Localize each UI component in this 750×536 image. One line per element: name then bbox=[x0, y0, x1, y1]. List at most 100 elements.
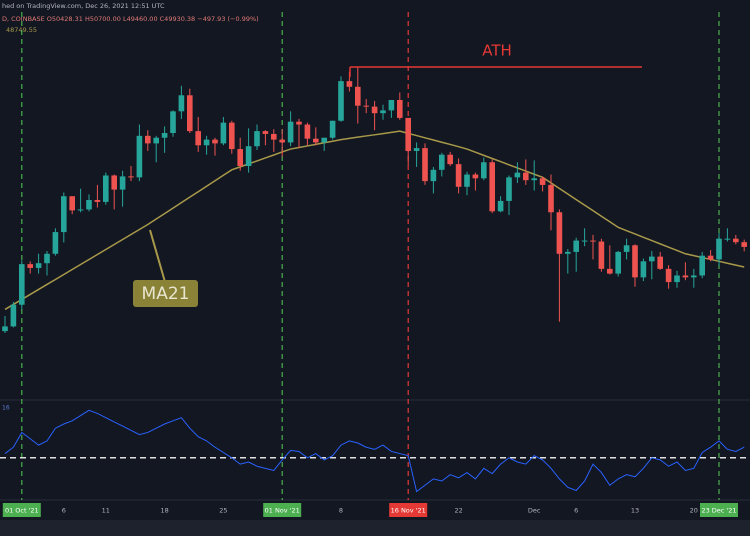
candle-body bbox=[430, 169, 437, 182]
x-tick-label: Dec bbox=[528, 507, 541, 515]
x-tick-label: 11 bbox=[102, 507, 110, 515]
candle-body bbox=[397, 100, 403, 118]
candle-body bbox=[119, 176, 126, 190]
candle-body bbox=[296, 121, 302, 125]
candle-body bbox=[229, 122, 235, 150]
candle-body bbox=[69, 196, 75, 211]
candle-body bbox=[380, 110, 386, 114]
candle-body bbox=[27, 264, 33, 268]
x-tick-label: 6 bbox=[574, 507, 578, 515]
candle-body bbox=[607, 268, 613, 274]
candle-body bbox=[590, 240, 596, 242]
candle-body bbox=[489, 162, 495, 212]
candle-body bbox=[716, 238, 722, 260]
candle-body bbox=[724, 238, 731, 240]
candle-body bbox=[623, 245, 630, 252]
candle-body bbox=[733, 238, 739, 243]
candle-body bbox=[52, 232, 59, 254]
x-tick-label: 18 bbox=[160, 507, 168, 515]
candle-body bbox=[514, 172, 521, 178]
candle-body bbox=[313, 138, 319, 143]
candle-body bbox=[556, 212, 563, 254]
x-tick-label: 8 bbox=[339, 507, 343, 515]
candle-body bbox=[439, 154, 445, 170]
x-tick-label: 20 bbox=[690, 507, 698, 515]
candle-body bbox=[707, 255, 714, 260]
candle-body bbox=[338, 81, 344, 121]
x-label-highlight bbox=[700, 503, 738, 517]
x-tick-label: 13 bbox=[631, 507, 639, 515]
osc-line bbox=[4, 409, 745, 493]
candle-body bbox=[472, 174, 479, 179]
candle-body bbox=[304, 124, 311, 139]
candle-body bbox=[170, 111, 176, 134]
x-tick-label: 23 Dec '21 bbox=[701, 507, 736, 515]
candle-body bbox=[565, 251, 571, 254]
candle-body bbox=[128, 176, 134, 178]
candle-body bbox=[674, 275, 680, 283]
candle-body bbox=[86, 200, 92, 210]
candle-body bbox=[161, 133, 168, 138]
ohlc-legend: D, COINBASE O50428.31 H50700.00 L49460.0… bbox=[2, 15, 259, 23]
header: hed on TradingView.com, Dec 26, 2021 12:… bbox=[2, 2, 165, 10]
candle-body bbox=[413, 148, 420, 151]
candle-body bbox=[741, 242, 747, 247]
candle-body bbox=[464, 174, 470, 187]
candle-body bbox=[665, 268, 672, 283]
candle-body bbox=[10, 304, 17, 327]
x-tick-label: 6 bbox=[62, 507, 66, 515]
osc-label: 16 bbox=[2, 405, 10, 412]
candle-body bbox=[682, 275, 689, 278]
candle-body bbox=[573, 240, 579, 252]
candle-body bbox=[422, 148, 428, 182]
candle-body bbox=[649, 256, 655, 262]
x-tick-label: 16 Nov '21 bbox=[391, 507, 426, 515]
candle-body bbox=[19, 264, 25, 305]
candle-body bbox=[506, 177, 512, 201]
candle-body bbox=[203, 139, 210, 146]
candle-body bbox=[355, 86, 361, 106]
candle-body bbox=[598, 241, 605, 269]
candle-body bbox=[187, 95, 193, 132]
x-tick-label: 01 Oct '21 bbox=[5, 507, 39, 515]
candle-body bbox=[61, 196, 67, 233]
candle-body bbox=[539, 178, 546, 185]
candle-body bbox=[632, 245, 638, 278]
candle-body bbox=[405, 117, 411, 151]
candle-body bbox=[523, 172, 529, 181]
candle-body bbox=[497, 200, 504, 212]
candle-body bbox=[237, 149, 243, 167]
candle-body bbox=[153, 137, 159, 144]
candle-body bbox=[212, 139, 218, 144]
ma-callout bbox=[133, 280, 198, 307]
candle-body bbox=[691, 275, 697, 278]
x-label-highlight bbox=[389, 503, 428, 517]
x-label-highlight bbox=[2, 503, 41, 517]
candle-body bbox=[640, 261, 647, 278]
candle-body bbox=[481, 162, 487, 179]
x-axis-strip bbox=[0, 500, 750, 520]
candle-body bbox=[388, 100, 395, 111]
candle-body bbox=[363, 105, 369, 107]
candle-body bbox=[254, 131, 260, 147]
candle-body bbox=[329, 120, 336, 138]
candle-body bbox=[262, 131, 269, 134]
candle-body bbox=[77, 209, 84, 211]
candle-body bbox=[346, 81, 353, 87]
ma-line bbox=[4, 130, 745, 311]
candle-body bbox=[94, 200, 101, 202]
x-label-highlight bbox=[263, 503, 302, 517]
candle-body bbox=[178, 95, 185, 112]
candle-body bbox=[657, 256, 663, 269]
ma-callout-label: MA21 bbox=[142, 284, 190, 304]
candle-body bbox=[145, 135, 151, 144]
x-tick-label: 01 Nov '21 bbox=[265, 507, 300, 515]
candle-body bbox=[581, 240, 588, 242]
ath-label: ATH bbox=[482, 42, 512, 60]
candle-body bbox=[455, 164, 462, 187]
candle-body bbox=[35, 263, 42, 268]
candle-body bbox=[136, 135, 143, 178]
candle-body bbox=[615, 251, 621, 274]
